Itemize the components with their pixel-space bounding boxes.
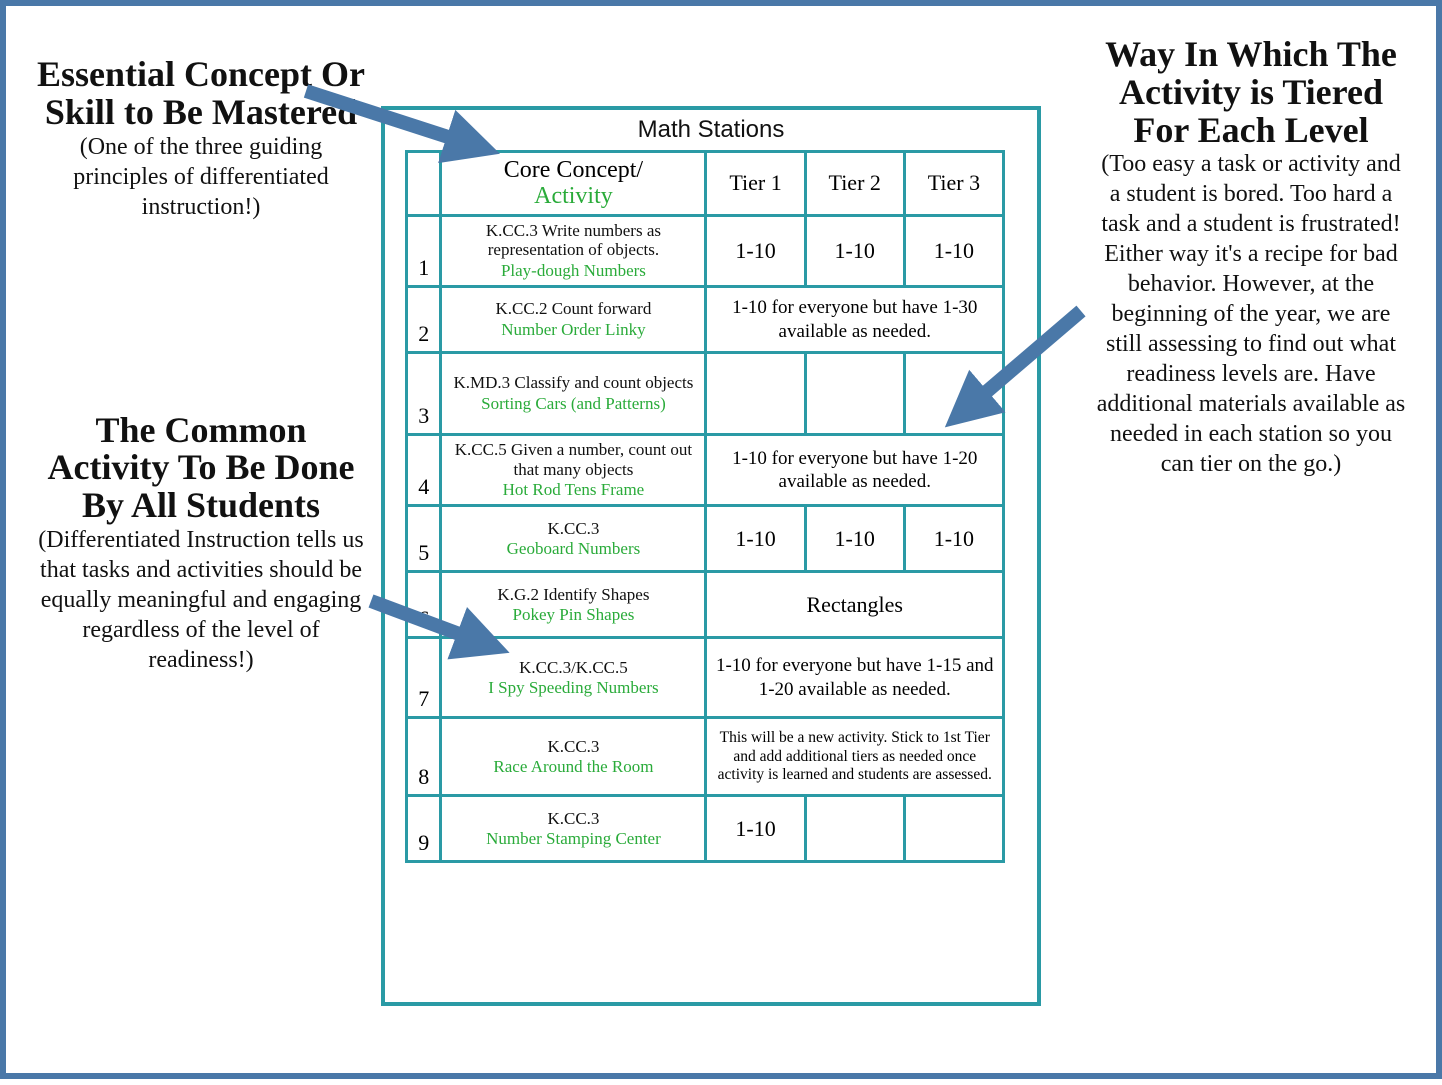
page: Essential Concept Or Skill to Be Mastere… [0,0,1442,1079]
arrow-tiered-to-tier3 [6,6,1442,1085]
